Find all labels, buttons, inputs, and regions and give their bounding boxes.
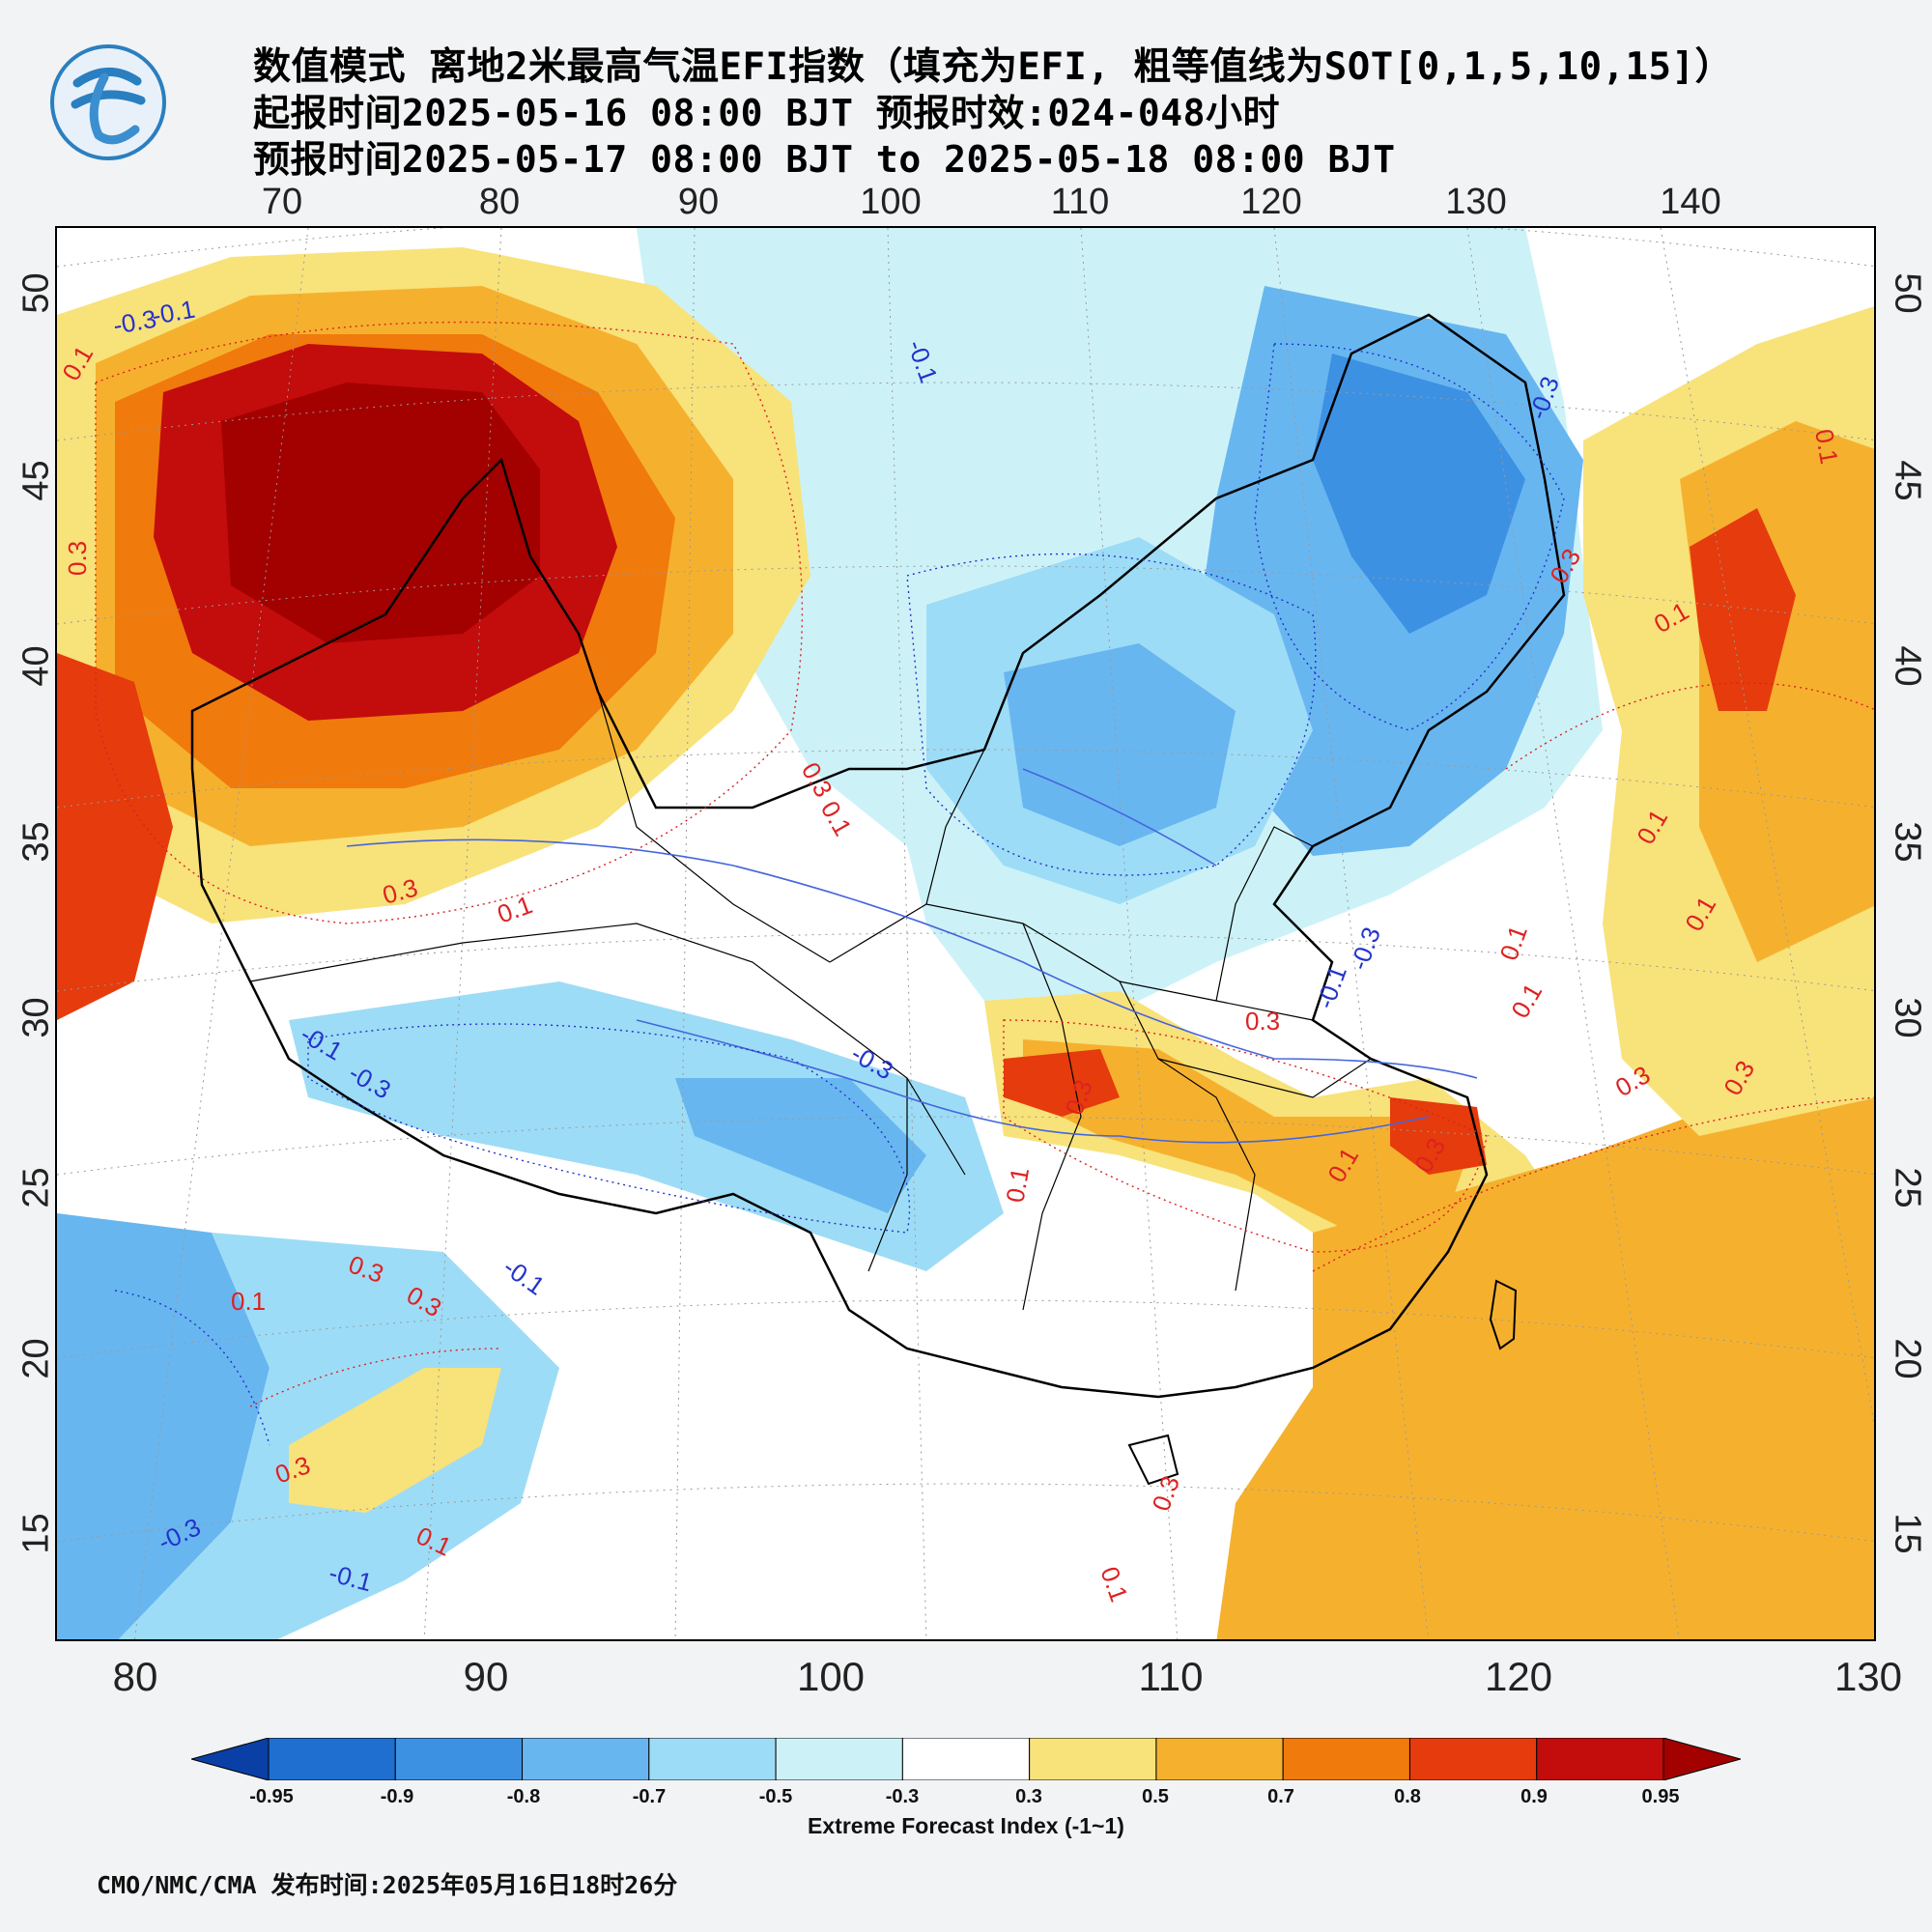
cold-band-tibet: [289, 981, 1004, 1271]
colorbar-label: -0.95: [249, 1786, 294, 1807]
cold-core-tibet: [675, 1078, 926, 1213]
taiwan-outline: [1489, 1279, 1518, 1350]
colorbar: [191, 1738, 1741, 1780]
colorbar-label: 0.5: [1142, 1786, 1169, 1807]
bottom-lon-label: 110: [1138, 1654, 1204, 1699]
right-lat-label: 20: [1887, 1338, 1928, 1379]
bottom-lon-label: 120: [1484, 1654, 1553, 1699]
right-lat-label: 30: [1887, 997, 1928, 1038]
colorbar-right-arrow: [1662, 1738, 1741, 1780]
left-lat-label: 35: [15, 821, 57, 863]
colorbar-label: 0.7: [1267, 1786, 1294, 1807]
top-lon-label: 120: [1240, 182, 1302, 222]
left-lat-label: 45: [15, 460, 57, 501]
colorbar-title: Extreme Forecast Index (-1~1): [808, 1813, 1124, 1838]
colorbar-label: 0.95: [1641, 1786, 1680, 1807]
right-lat-label: 25: [1887, 1167, 1928, 1208]
warm-region-sea-east: [1216, 1059, 1874, 1639]
right-lat-label: 45: [1887, 460, 1928, 501]
bottom-lon-label: 80: [112, 1654, 158, 1699]
positive-contours: [95, 321, 1874, 1407]
cold-region-southwest: [57, 1213, 270, 1639]
cold-core-mongolia: [1004, 643, 1236, 846]
left-lat-label: 25: [15, 1167, 57, 1208]
left-lat-label: 30: [15, 997, 57, 1038]
warm-core-sea-japan: [1690, 508, 1796, 711]
warm-core-central: [1023, 1039, 1467, 1233]
efi-map: 0.1 0.3 0.3 0.1 0.3 0.1 0.3 0.3 0.1 0.3 …: [55, 226, 1876, 1641]
colorbar-segment: [1029, 1738, 1157, 1780]
warm-spot-jiangsu: [1390, 1097, 1487, 1175]
top-lon-label: 100: [860, 182, 922, 222]
colorbar-label: -0.7: [632, 1786, 667, 1807]
colorbar-segment: [1155, 1738, 1284, 1780]
contour-label: 0.1: [231, 1287, 266, 1316]
top-lon-label: 90: [677, 182, 720, 222]
negative-contours: [114, 343, 1565, 1446]
left-lat-label: 20: [15, 1338, 57, 1379]
colorbar-segment: [394, 1738, 524, 1780]
colorbar-label: 0.3: [1015, 1786, 1042, 1807]
contour-label: 0.1: [1000, 1165, 1035, 1205]
top-lon-label: 80: [478, 182, 521, 222]
right-lat-label: 40: [1887, 645, 1928, 687]
rivers: [346, 768, 1478, 1144]
colorbar-segment: [268, 1738, 396, 1780]
warm-region-far-west: [57, 653, 173, 1020]
colorbar-segment: [1282, 1738, 1410, 1780]
warm-core-extreme: [221, 383, 540, 643]
contour-label: 0.1: [1809, 427, 1844, 467]
title-line-3: 预报时间2025-05-17 08:00 BJT to 2025-05-18 0…: [253, 138, 1396, 181]
province-boundaries: [249, 691, 1372, 1311]
contour-label: 0.3: [1245, 1007, 1280, 1036]
colorbar-label: 0.8: [1394, 1786, 1421, 1807]
colorbar-segment: [775, 1738, 903, 1780]
top-lon-label: 130: [1445, 182, 1507, 222]
colorbar-label: -0.5: [758, 1786, 793, 1807]
right-lat-label: 15: [1887, 1513, 1928, 1554]
right-lat-label: 35: [1887, 821, 1928, 863]
colorbar-label: -0.8: [506, 1786, 541, 1807]
colorbar-segment: [648, 1738, 777, 1780]
footer-issue-info: CMO/NMC/CMA 发布时间:2025年05月16日18时26分: [97, 1871, 678, 1899]
left-lat-label: 15: [15, 1513, 57, 1554]
warm-band-bay-bengal: [289, 1368, 501, 1513]
left-lat-label: 50: [15, 272, 57, 314]
top-lon-label: 70: [261, 182, 303, 222]
cma-logo-icon: [50, 44, 166, 160]
colorbar-label: 0.9: [1520, 1786, 1548, 1807]
colorbar-label: -0.3: [885, 1786, 920, 1807]
top-lon-label: 140: [1660, 182, 1721, 222]
contour-label: 0.3: [63, 541, 92, 576]
colorbar-segment: [1536, 1738, 1664, 1780]
right-lat-label: 50: [1887, 272, 1928, 314]
left-lat-label: 40: [15, 645, 57, 687]
bottom-lon-label: 90: [463, 1654, 509, 1699]
title-line-2: 起报时间2025-05-16 08:00 BJT 预报时效:024-048小时: [253, 92, 1280, 134]
colorbar-segment: [901, 1738, 1031, 1780]
colorbar-segment: [522, 1738, 650, 1780]
efi-map-canvas: 0.1 0.3 0.3 0.1 0.3 0.1 0.3 0.3 0.1 0.3 …: [57, 228, 1874, 1639]
china-boundary: [190, 313, 1566, 1399]
warm-spot-sichuan: [1004, 1049, 1120, 1117]
cold-core-northeast: [1313, 354, 1525, 634]
bottom-lon-label: 130: [1833, 1654, 1903, 1699]
bottom-lon-label: 100: [796, 1654, 866, 1699]
colorbar-left-arrow: [191, 1738, 270, 1780]
hainan-outline: [1127, 1434, 1179, 1486]
colorbar-segment: [1408, 1738, 1538, 1780]
colorbar-label: -0.9: [380, 1786, 414, 1807]
title-line-1: 数值模式 离地2米最高气温EFI指数（填充为EFI, 粗等值线为SOT[0,1,…: [253, 45, 1733, 89]
top-lon-label: 110: [1050, 182, 1110, 222]
